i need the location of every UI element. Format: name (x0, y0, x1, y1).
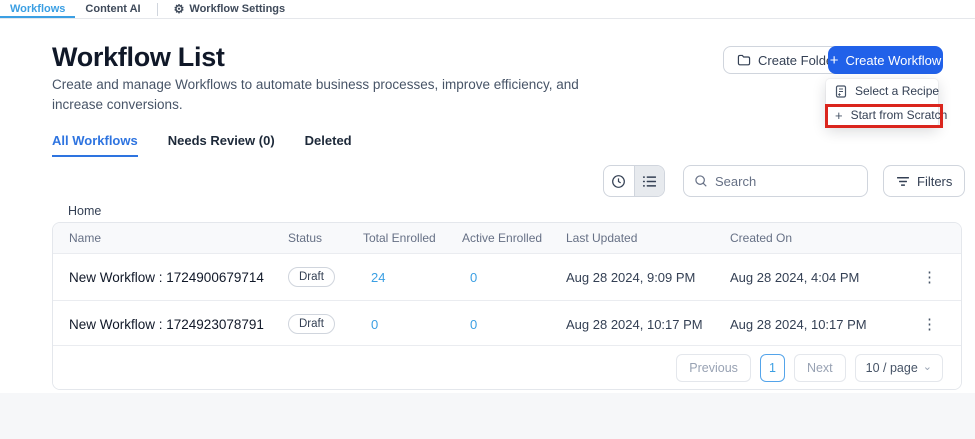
filters-label: Filters (917, 173, 953, 189)
plus-icon: + (835, 107, 843, 123)
recipe-icon (835, 84, 847, 98)
search-icon (694, 174, 708, 188)
menu-item-label: Select a Recipe (855, 84, 940, 98)
status-badge: Draft (288, 267, 335, 287)
filters-button[interactable]: Filters (883, 165, 966, 197)
create-workflow-dropdown: Select a Recipe + Start from Scratch (826, 79, 947, 127)
table-row[interactable]: New Workflow : 1724923078791 Draft 0 0 A… (53, 300, 961, 347)
workflow-tabs: All Workflows Needs Review (0) Deleted (52, 133, 352, 157)
view-toggle-group (603, 165, 665, 197)
nav-item-workflows[interactable]: Workflows (0, 0, 75, 18)
tab-all-workflows[interactable]: All Workflows (52, 133, 138, 157)
search-input[interactable] (715, 173, 857, 189)
page-title: Workflow List (52, 42, 225, 72)
active-enrolled-link[interactable]: 0 (470, 269, 478, 285)
search-box (683, 165, 868, 197)
column-header-active-enrolled: Active Enrolled (462, 231, 543, 245)
column-header-status: Status (288, 231, 323, 245)
menu-item-label: Start from Scratch (850, 108, 948, 122)
gear-icon: ⚙ (173, 2, 185, 16)
total-enrolled-link[interactable]: 0 (371, 316, 379, 332)
column-header-created-on: Created On (730, 231, 793, 245)
page-number-button[interactable]: 1 (759, 353, 785, 382)
status-badge: Draft (288, 314, 335, 334)
active-enrolled-link[interactable]: 0 (470, 316, 478, 332)
previous-page-button[interactable]: Previous (676, 353, 751, 382)
nav-item-workflow-settings[interactable]: ⚙ Workflow Settings (164, 0, 296, 18)
tab-deleted[interactable]: Deleted (304, 133, 352, 148)
last-updated-value: Aug 28 2024, 10:17 PM (566, 316, 703, 332)
folder-icon (737, 54, 751, 66)
plus-icon: + (829, 51, 839, 69)
table-header-row: Name Status Total Enrolled Active Enroll… (53, 223, 961, 253)
page-subtitle: Create and manage Workflows to automate … (52, 77, 579, 112)
kebab-menu-icon[interactable]: ⋮ (922, 268, 937, 286)
workflow-table: Name Status Total Enrolled Active Enroll… (52, 222, 962, 390)
page-background-strip (0, 393, 975, 439)
filter-icon (896, 176, 910, 187)
clock-icon (611, 174, 626, 189)
workflow-name[interactable]: New Workflow : 1724900679714 (69, 269, 264, 285)
create-workflow-label: Create Workflow (845, 52, 942, 68)
column-header-last-updated: Last Updated (566, 231, 638, 245)
pagination: Previous 1 Next 10 / page ⌄ (53, 345, 961, 389)
column-header-name: Name (69, 231, 102, 245)
list-icon (642, 175, 657, 188)
kebab-menu-icon[interactable]: ⋮ (922, 315, 937, 333)
nav-divider (156, 2, 158, 16)
nav-item-content-ai[interactable]: Content AI (85, 3, 141, 15)
page-size-select[interactable]: 10 / page ⌄ (854, 353, 943, 382)
table-row[interactable]: New Workflow : 1724900679714 Draft 24 0 … (53, 253, 961, 300)
tab-needs-review[interactable]: Needs Review (0) (167, 133, 275, 148)
next-page-button[interactable]: Next (793, 353, 846, 382)
nav-item-label: Workflow Settings (189, 3, 286, 15)
menu-item-start-from-scratch[interactable]: + Start from Scratch (826, 103, 947, 127)
created-on-value: Aug 28 2024, 10:17 PM (730, 316, 867, 332)
column-header-total-enrolled: Total Enrolled (363, 231, 436, 245)
history-view-button[interactable] (604, 166, 634, 196)
chevron-down-icon: ⌄ (922, 361, 932, 373)
menu-item-select-recipe[interactable]: Select a Recipe (826, 79, 940, 103)
list-view-button[interactable] (633, 166, 664, 196)
create-folder-label: Create Folder (758, 52, 838, 68)
created-on-value: Aug 28 2024, 4:04 PM (730, 269, 860, 285)
workflow-name[interactable]: New Workflow : 1724923078791 (69, 316, 264, 332)
top-nav: Workflows Content AI ⚙ Workflow Settings (0, 0, 975, 19)
breadcrumb[interactable]: Home (68, 204, 102, 218)
create-workflow-button[interactable]: + Create Workflow (828, 46, 943, 74)
total-enrolled-link[interactable]: 24 (371, 269, 386, 285)
page-size-label: 10 / page (865, 360, 918, 375)
last-updated-value: Aug 28 2024, 9:09 PM (566, 269, 696, 285)
